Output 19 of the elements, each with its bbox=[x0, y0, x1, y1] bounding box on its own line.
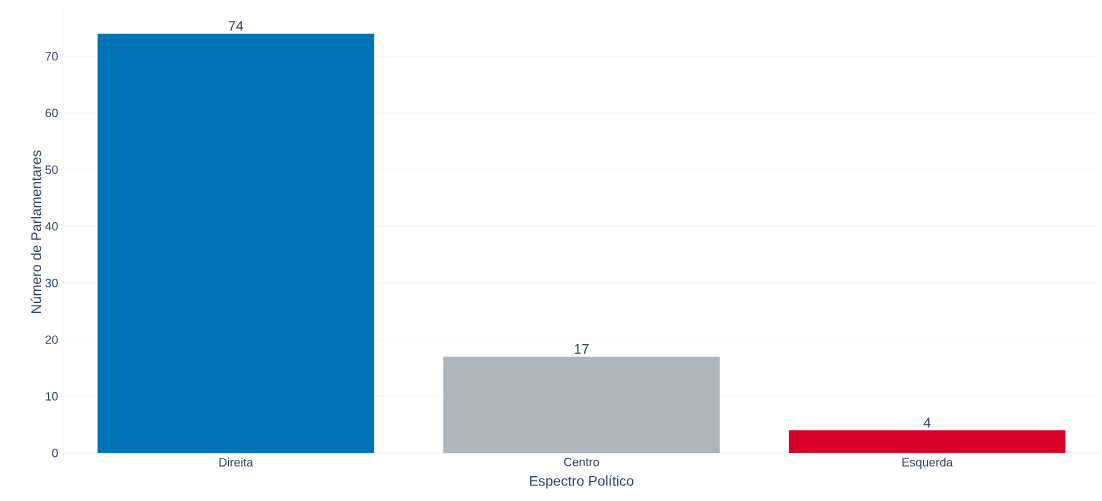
y-tick-label: 70 bbox=[45, 52, 58, 61]
bar bbox=[97, 33, 375, 453]
y-tick-label: 30 bbox=[45, 278, 58, 288]
y-tick-label: 60 bbox=[45, 108, 58, 118]
y-tick-label: 10 bbox=[45, 392, 58, 401]
data-label: 74 bbox=[228, 21, 244, 31]
x-tick-label: Esquerda bbox=[902, 457, 953, 469]
x-tick-label: Direita bbox=[219, 457, 254, 467]
bar bbox=[443, 356, 720, 453]
y-tick-label: 0 bbox=[52, 448, 58, 458]
data-label: 4 bbox=[923, 417, 931, 428]
x-tick-label: Centro bbox=[564, 457, 600, 467]
y-tick-label: 40 bbox=[45, 222, 58, 231]
y-tick-label: 20 bbox=[45, 335, 58, 344]
y-axis-title: Número de Parlamentares bbox=[30, 150, 42, 313]
data-label: 17 bbox=[574, 344, 589, 354]
y-tick-label: 50 bbox=[45, 165, 58, 174]
bar bbox=[788, 430, 1066, 453]
x-axis-title: Espectro Político bbox=[530, 475, 634, 489]
